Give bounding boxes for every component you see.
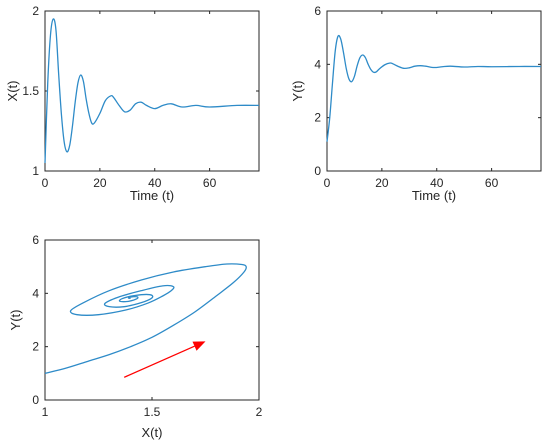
- x-tick-label: 20: [93, 176, 107, 190]
- series-line: [44, 18, 260, 164]
- y-axis-label: Y(t): [290, 81, 305, 102]
- x-tick-label: 1.5: [144, 405, 161, 419]
- y-tick-label: 1.5: [22, 84, 39, 98]
- x-tick-label: 0: [324, 176, 331, 190]
- series-line: [44, 263, 247, 374]
- y-tick-label: 0: [32, 393, 39, 407]
- arrow-head: [192, 341, 206, 351]
- tick-marks: [44, 239, 260, 401]
- x-tick-label: 60: [203, 176, 217, 190]
- y-tick-label: 2: [32, 340, 39, 354]
- x-tick-labels: 1 1.5 2: [42, 405, 263, 419]
- y-tick-label: 2: [314, 111, 321, 125]
- axes-box: [44, 239, 260, 401]
- axes-box: [326, 10, 542, 172]
- x-axis-label: Time (t): [412, 188, 456, 203]
- arrow-shaft: [123, 345, 195, 378]
- x-tick-label: 40: [430, 176, 444, 190]
- y-tick-label: 0: [314, 164, 321, 178]
- x-tick-label: 2: [256, 405, 263, 419]
- panel-x-vs-time: 0 20 40 60 11.52 Time (t) X(t): [5, 4, 260, 203]
- y-axis-label: X(t): [5, 81, 20, 102]
- x-tick-label: 20: [375, 176, 389, 190]
- y-tick-label: 6: [314, 4, 321, 18]
- tick-marks: [44, 10, 259, 172]
- panel-y-vs-time: 0 20 40 60 0 2 4 6 Time (t) Y(t): [290, 4, 542, 203]
- x-tick-labels: 0 20 40 60: [324, 176, 499, 190]
- series-line: [326, 34, 542, 142]
- tick-marks: [326, 10, 541, 172]
- y-tick-label: 6: [32, 233, 39, 247]
- x-tick-label: 60: [485, 176, 499, 190]
- x-tick-label: 0: [42, 176, 49, 190]
- x-axis-label: Time (t): [130, 188, 174, 203]
- y-tick-label: 4: [314, 57, 321, 71]
- x-axis-label: X(t): [142, 425, 163, 440]
- y-tick-labels: 0 2 4 6: [32, 233, 39, 407]
- x-tick-label: 40: [148, 176, 162, 190]
- y-tick-labels: 11.52: [22, 4, 39, 178]
- y-tick-label: 4: [32, 286, 39, 300]
- x-tick-label: 1: [42, 405, 49, 419]
- y-tick-label: 1: [32, 164, 39, 178]
- y-tick-labels: 0 2 4 6: [314, 4, 321, 178]
- x-tick-labels: 0 20 40 60: [42, 176, 217, 190]
- axes-box: [44, 10, 260, 172]
- direction-arrow: [123, 341, 206, 378]
- y-axis-label: Y(t): [8, 310, 23, 331]
- y-tick-label: 2: [32, 4, 39, 18]
